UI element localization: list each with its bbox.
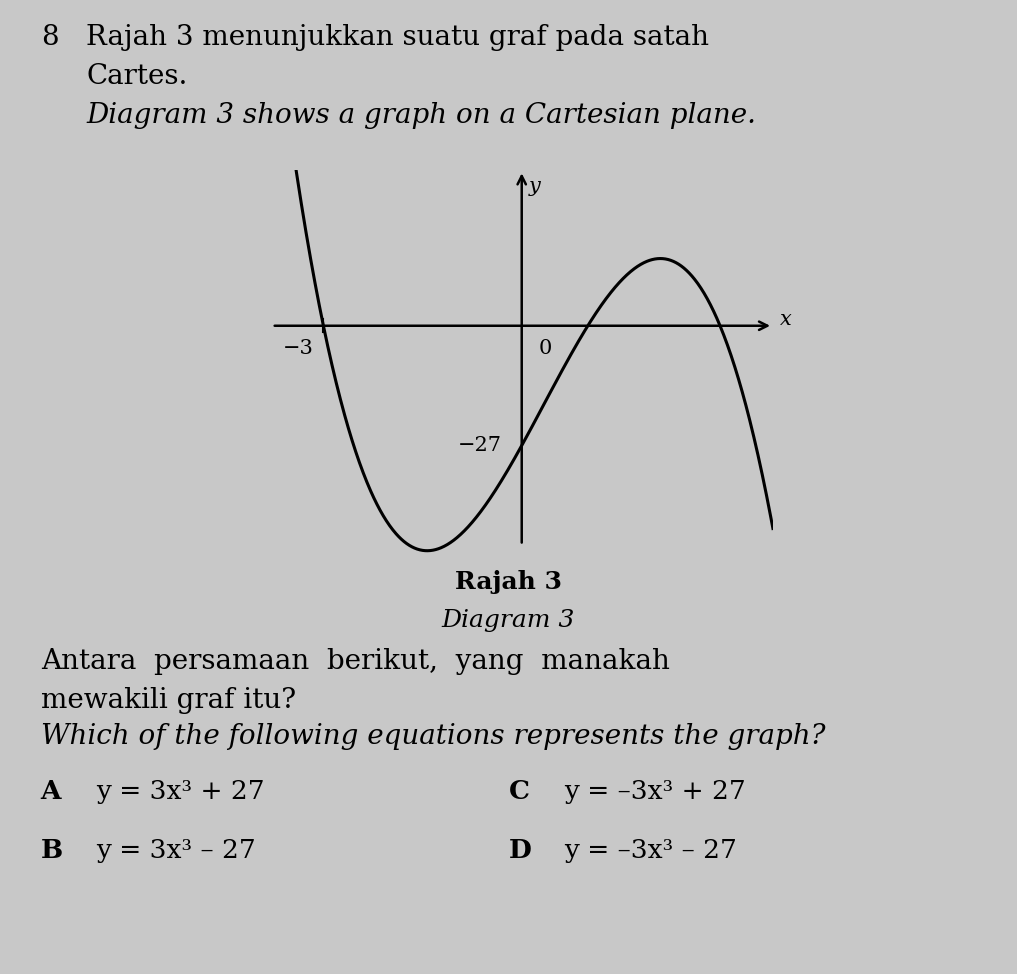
Text: y: y <box>529 177 541 196</box>
Text: Which of the following equations represents the graph?: Which of the following equations represe… <box>41 723 825 750</box>
Text: Cartes.: Cartes. <box>86 63 188 91</box>
Text: 8: 8 <box>41 24 58 52</box>
Text: y = –3x³ – 27: y = –3x³ – 27 <box>564 838 737 863</box>
Text: mewakili graf itu?: mewakili graf itu? <box>41 687 296 714</box>
Text: Diagram 3: Diagram 3 <box>441 609 576 632</box>
Text: D: D <box>508 838 531 863</box>
Text: A: A <box>41 779 61 805</box>
Text: Antara  persamaan  berikut,  yang  manakah: Antara persamaan berikut, yang manakah <box>41 648 669 675</box>
Text: 0: 0 <box>538 339 551 358</box>
Text: −3: −3 <box>283 339 313 358</box>
Text: x: x <box>779 310 791 328</box>
Text: Diagram 3 shows a graph on a Cartesian plane.: Diagram 3 shows a graph on a Cartesian p… <box>86 102 757 130</box>
Text: Rajah 3: Rajah 3 <box>455 570 562 594</box>
Text: y = 3x³ – 27: y = 3x³ – 27 <box>97 838 256 863</box>
Text: Rajah 3 menunjukkan suatu graf pada satah: Rajah 3 menunjukkan suatu graf pada sata… <box>86 24 710 52</box>
Text: B: B <box>41 838 63 863</box>
Text: C: C <box>508 779 530 805</box>
Text: y = 3x³ + 27: y = 3x³ + 27 <box>97 779 265 805</box>
Text: y = –3x³ + 27: y = –3x³ + 27 <box>564 779 746 805</box>
Text: −27: −27 <box>458 436 502 455</box>
